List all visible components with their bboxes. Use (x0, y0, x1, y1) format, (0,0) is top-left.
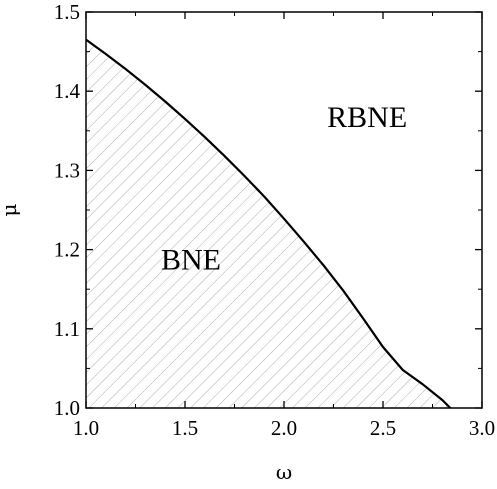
region-label-rbne: RBNE (327, 101, 407, 134)
x-axis-title: ω (276, 460, 292, 484)
y-tick-label: 1.4 (54, 79, 81, 103)
tick-labels: 1.0 1.5 2.0 2.5 3.0 1.0 1.1 1.2 1.3 1.4 1.5 (54, 0, 495, 440)
region-label-bne: BNE (161, 243, 221, 276)
y-axis-title: μ (0, 204, 21, 217)
x-tick-label: 1.0 (73, 416, 99, 440)
y-tick-label: 1.5 (54, 0, 80, 24)
tick-marks (85, 11, 483, 409)
boundary-curve-layer (86, 38, 452, 408)
y-tick-label: 1.3 (54, 158, 80, 182)
y-tick-label: 1.1 (54, 317, 80, 341)
y-tick-label: 1.2 (54, 238, 80, 262)
y-tick-label: 1.0 (54, 396, 80, 420)
boundary-curve (86, 38, 452, 408)
x-tick-label: 3.0 (469, 416, 495, 440)
bne-hatched-area (86, 39, 451, 408)
x-tick-label: 2.5 (370, 416, 396, 440)
x-tick-label: 1.5 (172, 416, 198, 440)
bne-region-hatch (86, 39, 451, 408)
region-labels: RBNE BNE (161, 101, 407, 277)
x-tick-label: 2.0 (271, 416, 297, 440)
